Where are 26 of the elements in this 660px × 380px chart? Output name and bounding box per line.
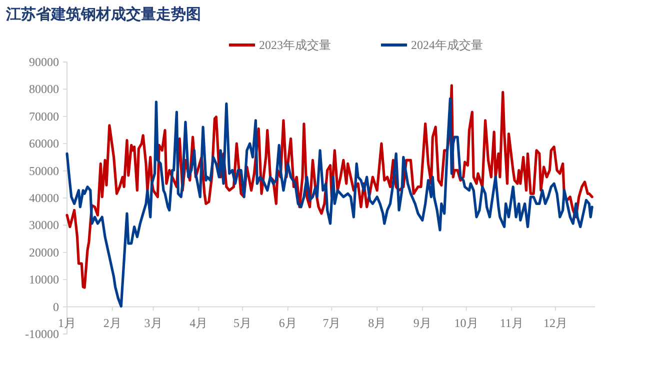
x-tick-label: 4月 (190, 316, 208, 330)
x-tick-label: 6月 (278, 316, 297, 330)
y-tick-label: 90000 (29, 55, 59, 69)
x-tick-label: 10月 (454, 316, 478, 330)
y-tick-label: 0 (53, 300, 59, 314)
y-tick-label: 50000 (29, 164, 59, 178)
x-tick-label: 11月 (500, 316, 524, 330)
y-tick-label: 70000 (29, 109, 59, 124)
y-tick-label: 40000 (29, 191, 59, 205)
y-tick-label: 20000 (29, 245, 59, 260)
y-tick-label: 80000 (29, 82, 59, 96)
x-tick-label: 7月 (322, 316, 341, 330)
x-tick-label: 8月 (368, 316, 386, 330)
y-tick-label: -10000 (25, 327, 59, 341)
x-tick-label: 9月 (413, 316, 432, 330)
x-tick-label: 12月 (544, 316, 568, 330)
y-tick-label: 10000 (29, 272, 59, 287)
x-tick-label: 1月 (58, 316, 76, 330)
y-tick-label: 30000 (29, 218, 59, 232)
x-tick-label: 2月 (103, 316, 122, 330)
x-tick-label: 3月 (144, 316, 162, 330)
y-tick-label: 60000 (29, 136, 59, 151)
title: 江苏省建筑钢材成交量走势图 (6, 7, 201, 23)
legend-label: 2024年成交量 (411, 38, 483, 52)
x-tick-label: 5月 (234, 316, 252, 330)
legend-label: 2023年成交量 (259, 38, 331, 52)
